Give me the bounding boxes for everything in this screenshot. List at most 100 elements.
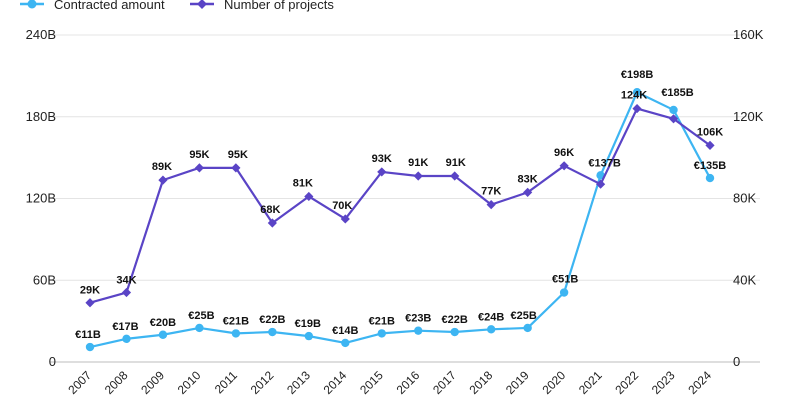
series-number-of-projects [85, 103, 715, 308]
point-contracted-amount[interactable] [450, 327, 459, 337]
data-labels: €11B €17B €20B €25B €21B €22B €19B €14B €21B €23B… [75, 69, 726, 341]
point-number-of-projects[interactable] [595, 179, 606, 189]
point-number-of-projects[interactable] [121, 287, 132, 298]
point-contracted-amount[interactable] [158, 330, 168, 339]
x-tick-label: 2010 [175, 368, 204, 397]
left-axis-tick-label: 120B [26, 191, 56, 206]
legend-item-number-of-projects[interactable]: Number of projects [190, 0, 334, 12]
left-axis-tick-label: 240B [26, 27, 56, 42]
data-label-contracted-amount: €135B [694, 160, 726, 172]
data-label-contracted-amount: €24B [478, 311, 504, 323]
data-label-number-of-projects: 89K [152, 161, 172, 173]
point-contracted-amount[interactable] [304, 331, 314, 341]
series-contracted-amount [85, 88, 715, 352]
data-label-number-of-projects: 68K [260, 204, 280, 216]
x-tick-label: 2023 [649, 368, 678, 397]
point-contracted-amount[interactable] [632, 88, 642, 97]
data-label-contracted-amount: €11B [75, 329, 101, 341]
right-axis-tick-label: 120K [733, 109, 764, 124]
data-label-number-of-projects: 91K [446, 157, 466, 169]
data-label-number-of-projects: 83K [518, 173, 538, 185]
point-contracted-amount[interactable] [414, 326, 423, 335]
data-label-number-of-projects: 106K [697, 126, 723, 138]
data-label-contracted-amount: €14B [332, 325, 358, 337]
data-label-contracted-amount: €25B [510, 310, 536, 322]
data-label-contracted-amount: €21B [369, 315, 395, 327]
point-contracted-amount[interactable] [231, 329, 241, 338]
point-contracted-amount[interactable] [559, 288, 569, 297]
x-tick-label: 2008 [102, 368, 131, 397]
point-number-of-projects[interactable] [559, 161, 569, 171]
point-number-of-projects[interactable] [632, 103, 642, 114]
data-label-contracted-amount: €20B [150, 317, 176, 329]
x-tick-label: 2015 [357, 368, 386, 397]
gridlines [50, 34, 760, 363]
data-label-contracted-amount: €23B [405, 313, 431, 325]
data-label-contracted-amount: €137B [588, 157, 620, 169]
legend[interactable]: Contracted amount Number of projects [20, 0, 334, 12]
point-number-of-projects[interactable] [523, 187, 533, 197]
point-contracted-amount[interactable] [195, 323, 204, 333]
point-contracted-amount[interactable] [377, 329, 386, 338]
x-tick-label: 2016 [394, 368, 423, 397]
x-tick-label: 2014 [321, 368, 350, 397]
point-number-of-projects[interactable] [413, 171, 423, 181]
data-label-number-of-projects: 93K [372, 153, 392, 165]
series-group [85, 88, 715, 352]
right-axis-tick-label: 80K [733, 191, 756, 206]
data-label-number-of-projects: 95K [189, 149, 209, 161]
point-contracted-amount[interactable] [669, 105, 678, 115]
data-label-number-of-projects: 124K [621, 90, 647, 102]
x-tick-label: 2024 [685, 368, 714, 397]
x-tick-label: 2020 [539, 368, 568, 397]
right-axis-tick-label: 0 [733, 354, 740, 369]
legend-label-number-of-projects: Number of projects [224, 0, 334, 12]
point-contracted-amount[interactable] [341, 338, 350, 348]
line-number-of-projects [89, 107, 711, 304]
point-number-of-projects[interactable] [304, 191, 314, 202]
legend-marker-contracted-amount [27, 0, 37, 9]
data-label-number-of-projects: 77K [481, 186, 501, 198]
point-number-of-projects[interactable] [377, 167, 387, 177]
left-axis-tick-label: 0 [49, 354, 56, 369]
line-contracted-amount [89, 91, 711, 349]
data-label-number-of-projects: 91K [408, 157, 428, 169]
point-number-of-projects[interactable] [705, 140, 715, 150]
data-label-number-of-projects: 34K [116, 275, 136, 287]
point-number-of-projects[interactable] [194, 163, 205, 173]
legend-marker-number-of-projects [197, 0, 207, 9]
left-axis-tick-label: 180B [26, 109, 56, 124]
x-tick-label: 2013 [284, 368, 313, 397]
data-label-contracted-amount: €19B [295, 318, 321, 330]
data-label-number-of-projects: 81K [293, 177, 313, 189]
left-axis: 0 60B 120B 180B 240B [26, 27, 56, 369]
point-number-of-projects[interactable] [668, 114, 679, 124]
left-axis-tick-label: 60B [33, 272, 56, 287]
point-contracted-amount[interactable] [523, 323, 532, 333]
right-axis-tick-label: 160K [733, 27, 764, 42]
point-contracted-amount[interactable] [486, 325, 496, 334]
point-number-of-projects[interactable] [340, 214, 350, 224]
legend-item-contracted-amount[interactable]: Contracted amount [20, 0, 165, 12]
point-number-of-projects[interactable] [450, 171, 460, 181]
point-number-of-projects[interactable] [231, 163, 241, 173]
x-tick-label: 2021 [576, 368, 605, 397]
data-label-contracted-amount: €198B [621, 69, 653, 81]
point-number-of-projects[interactable] [267, 218, 277, 228]
point-number-of-projects[interactable] [158, 175, 168, 185]
point-number-of-projects[interactable] [486, 200, 496, 210]
x-axis: 2007 2008 2009 2010 2011 2012 2013 2014 2015 2016… [65, 368, 714, 397]
data-label-number-of-projects: 70K [332, 200, 352, 212]
data-label-contracted-amount: €17B [112, 321, 138, 333]
x-tick-label: 2019 [503, 368, 532, 397]
data-label-contracted-amount: €25B [188, 310, 214, 322]
x-tick-label: 2012 [248, 368, 277, 397]
point-contracted-amount[interactable] [705, 173, 715, 183]
point-contracted-amount[interactable] [85, 342, 95, 352]
point-contracted-amount[interactable] [122, 334, 131, 344]
point-number-of-projects[interactable] [85, 298, 95, 308]
point-contracted-amount[interactable] [268, 327, 277, 337]
right-axis-tick-label: 40K [733, 272, 756, 287]
data-label-number-of-projects: 29K [80, 285, 100, 297]
